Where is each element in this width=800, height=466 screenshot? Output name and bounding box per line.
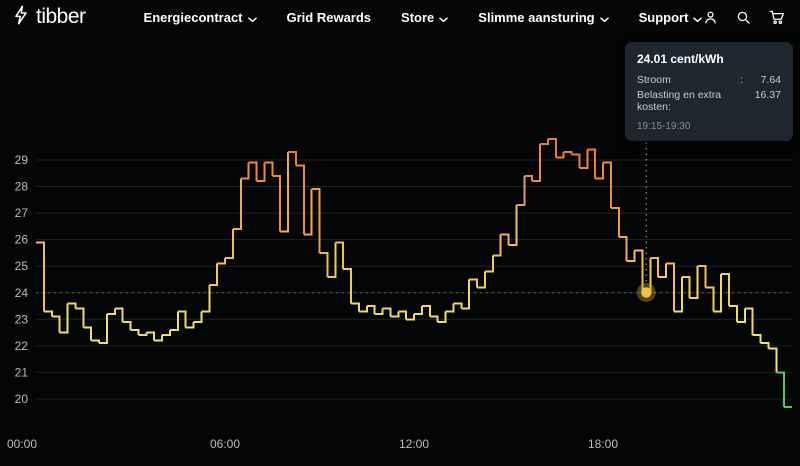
tooltip-time-range: 19:15-19:30 <box>637 121 691 132</box>
tooltip-row-value: 7.64 <box>760 74 781 86</box>
tibber-logo[interactable]: tibber <box>10 3 86 32</box>
price-chart-area[interactable]: 20 21 22 23 24 25 26 27 28 29 00:00 06:00 12:00 18:00 <box>0 36 800 466</box>
price-tooltip: 24.01 cent/kWh Stroom : 7.64 Belasting e… <box>625 42 793 141</box>
chevron-down-icon <box>693 11 703 26</box>
search-icon[interactable] <box>735 8 753 26</box>
nav-item-grid-rewards[interactable]: Grid Rewards <box>286 9 372 25</box>
tooltip-row-label: Stroom <box>637 74 671 86</box>
logo-text: tibber <box>36 5 86 28</box>
tooltip-row-belasting: Belasting en extra kosten: 16.37 <box>637 89 781 113</box>
nav-actions <box>702 8 790 26</box>
chevron-down-icon <box>599 11 609 26</box>
top-nav: tibber Energiecontract Grid Rewards Stor… <box>0 0 800 34</box>
svg-text:25: 25 <box>15 259 29 273</box>
nav-item-store[interactable]: Store <box>401 9 449 26</box>
svg-text:12:00: 12:00 <box>399 437 429 451</box>
nav-item-energiecontract[interactable]: Energiecontract <box>144 9 257 26</box>
svg-text:18:00: 18:00 <box>588 437 618 451</box>
svg-text:23: 23 <box>15 312 29 326</box>
svg-text:28: 28 <box>15 180 29 194</box>
chevron-down-icon <box>439 11 449 26</box>
nav-item-slimme-aansturing[interactable]: Slimme aansturing <box>478 9 609 26</box>
svg-text:24: 24 <box>15 286 29 300</box>
chevron-down-icon <box>247 11 257 26</box>
cart-icon[interactable] <box>768 8 786 26</box>
lightning-bolt-icon <box>10 3 32 32</box>
tooltip-row-stroom: Stroom : 7.64 <box>637 74 781 86</box>
tooltip-price-title: 24.01 cent/kWh <box>637 52 724 66</box>
svg-text:26: 26 <box>15 233 29 247</box>
svg-text:20: 20 <box>15 392 29 406</box>
svg-text:00:00: 00:00 <box>7 437 37 451</box>
price-step-chart[interactable]: 20 21 22 23 24 25 26 27 28 29 00:00 06:00 12:00 18:00 <box>0 36 800 466</box>
tooltip-row-label: Belasting en extra kosten: <box>637 89 722 113</box>
nav-item-support[interactable]: Support <box>639 9 703 26</box>
svg-text:27: 27 <box>15 206 29 220</box>
svg-text:06:00: 06:00 <box>210 437 240 451</box>
tooltip-row-colon: : <box>740 74 743 86</box>
svg-text:21: 21 <box>15 365 29 379</box>
svg-text:29: 29 <box>15 153 29 167</box>
nav-menu: Energiecontract Grid Rewards Store Slimm… <box>144 9 703 26</box>
svg-text:22: 22 <box>15 339 29 353</box>
account-icon[interactable] <box>702 8 720 26</box>
tooltip-row-value: 16.37 <box>754 89 781 101</box>
